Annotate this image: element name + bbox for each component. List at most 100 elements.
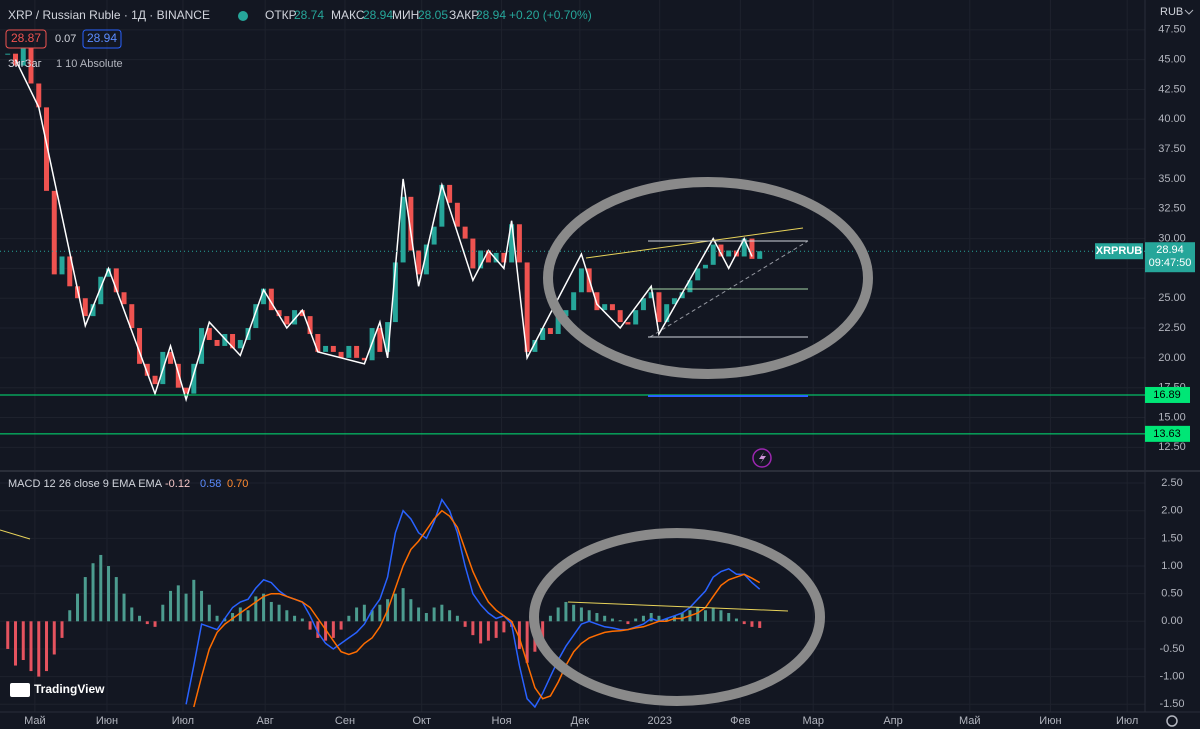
histogram-bar xyxy=(618,620,622,622)
histogram-bar xyxy=(37,621,41,677)
y-tick-label: 37.50 xyxy=(1158,143,1186,155)
logo-mark xyxy=(10,683,30,697)
histogram-bar xyxy=(603,615,607,622)
histogram-bar xyxy=(696,607,700,622)
candle xyxy=(44,107,50,191)
candle xyxy=(206,328,212,340)
histogram-bar xyxy=(238,607,242,622)
candle xyxy=(276,310,282,317)
histogram-bar xyxy=(176,585,180,622)
histogram-bar xyxy=(471,621,475,636)
candle xyxy=(129,304,135,329)
candle xyxy=(323,345,329,352)
x-tick-label: Окт xyxy=(412,715,431,727)
x-tick-label: Апр xyxy=(883,715,902,727)
trend-line xyxy=(585,227,804,259)
x-tick-label: Май xyxy=(24,715,46,727)
trend-line xyxy=(567,601,789,612)
highlight-circle xyxy=(543,177,873,379)
candle xyxy=(671,298,677,305)
candle xyxy=(749,238,755,259)
ticker-label: XRPRUB xyxy=(1096,245,1143,257)
histogram-bar xyxy=(130,607,134,622)
histogram-bar xyxy=(14,621,18,666)
histogram-bar xyxy=(595,613,599,622)
histogram-bar xyxy=(432,607,436,622)
candle xyxy=(392,262,398,323)
histogram-bar xyxy=(378,604,382,622)
histogram-bar xyxy=(680,613,684,622)
histogram-bar xyxy=(424,613,428,622)
candle xyxy=(121,292,127,305)
sell-button[interactable] xyxy=(5,29,47,49)
buy-button[interactable] xyxy=(82,29,122,49)
histogram-bar xyxy=(665,618,669,622)
candle xyxy=(113,268,119,293)
histogram-bar xyxy=(486,621,490,641)
y-tick-label: -1.50 xyxy=(1159,698,1184,710)
candle xyxy=(292,310,298,325)
spread: 0.07 xyxy=(55,33,76,45)
histogram-bar xyxy=(153,621,157,627)
countdown: 09:47:50 xyxy=(1149,257,1192,269)
histogram-bar xyxy=(331,621,335,638)
candle xyxy=(524,262,530,352)
histogram-bar xyxy=(246,610,250,622)
histogram-bar xyxy=(29,621,33,672)
settings-icon[interactable] xyxy=(1166,715,1178,727)
histogram-bar xyxy=(262,593,266,622)
candle xyxy=(408,196,414,251)
candle xyxy=(152,375,158,385)
histogram-bar xyxy=(517,621,521,649)
histogram-bar xyxy=(277,604,281,622)
histogram-bar xyxy=(145,621,149,625)
y-tick-label: 25.00 xyxy=(1158,292,1186,304)
y-tick-label: 1.00 xyxy=(1161,560,1182,572)
y-tick-label: 0.50 xyxy=(1161,588,1182,600)
ohlc-value: 28.94 xyxy=(363,8,393,22)
candle xyxy=(144,363,150,376)
candle xyxy=(431,226,437,245)
y-tick-label: 47.50 xyxy=(1158,24,1186,36)
currency[interactable]: RUB xyxy=(1160,6,1183,18)
candle xyxy=(20,47,26,66)
signal-line xyxy=(193,509,761,708)
candle xyxy=(191,363,197,394)
candle xyxy=(377,328,383,352)
candle xyxy=(67,256,73,287)
x-tick-label: Июл xyxy=(1116,715,1138,727)
candle xyxy=(237,339,243,349)
candle xyxy=(90,304,96,317)
histogram-bar xyxy=(417,607,421,622)
candle xyxy=(230,334,236,349)
x-tick-label: Мар xyxy=(802,715,824,727)
histogram-bar xyxy=(21,621,25,661)
level-label-box xyxy=(1145,425,1190,442)
candle xyxy=(633,310,639,325)
candle xyxy=(726,250,732,257)
candle xyxy=(137,328,143,364)
histogram-bar xyxy=(200,590,204,622)
indicator-params: 1 10 Absolute xyxy=(56,58,123,70)
histogram-bar xyxy=(316,621,320,638)
candle xyxy=(268,288,274,311)
x-tick-label: Фев xyxy=(730,715,750,727)
candle xyxy=(710,244,716,265)
histogram-bar xyxy=(502,621,506,633)
y-tick-label: 0.00 xyxy=(1161,615,1182,627)
histogram-bar xyxy=(556,607,560,622)
histogram-bar xyxy=(548,615,552,622)
events-icon[interactable] xyxy=(752,448,772,468)
symbol-title: XRP / Russian Ruble · 1Д · BINANCE xyxy=(8,8,210,22)
candle xyxy=(695,268,701,281)
histogram-bar xyxy=(52,621,56,655)
histogram-bar xyxy=(564,601,568,622)
candle xyxy=(493,252,499,263)
x-tick-label: Дек xyxy=(571,715,590,727)
x-tick-label: Май xyxy=(959,715,981,727)
candle xyxy=(214,339,220,346)
candle xyxy=(447,184,453,203)
candle xyxy=(625,322,631,325)
